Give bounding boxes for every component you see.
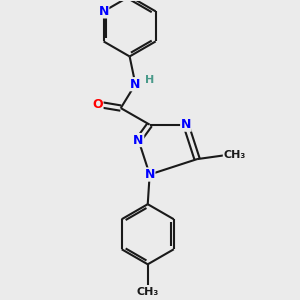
Text: N: N (98, 5, 109, 18)
Text: H: H (146, 75, 155, 85)
Text: CH₃: CH₃ (224, 150, 246, 160)
Text: O: O (92, 98, 103, 111)
Text: N: N (130, 78, 141, 91)
Text: N: N (145, 168, 155, 181)
Text: N: N (181, 118, 191, 131)
Text: N: N (133, 134, 144, 147)
Text: CH₃: CH₃ (136, 287, 159, 297)
